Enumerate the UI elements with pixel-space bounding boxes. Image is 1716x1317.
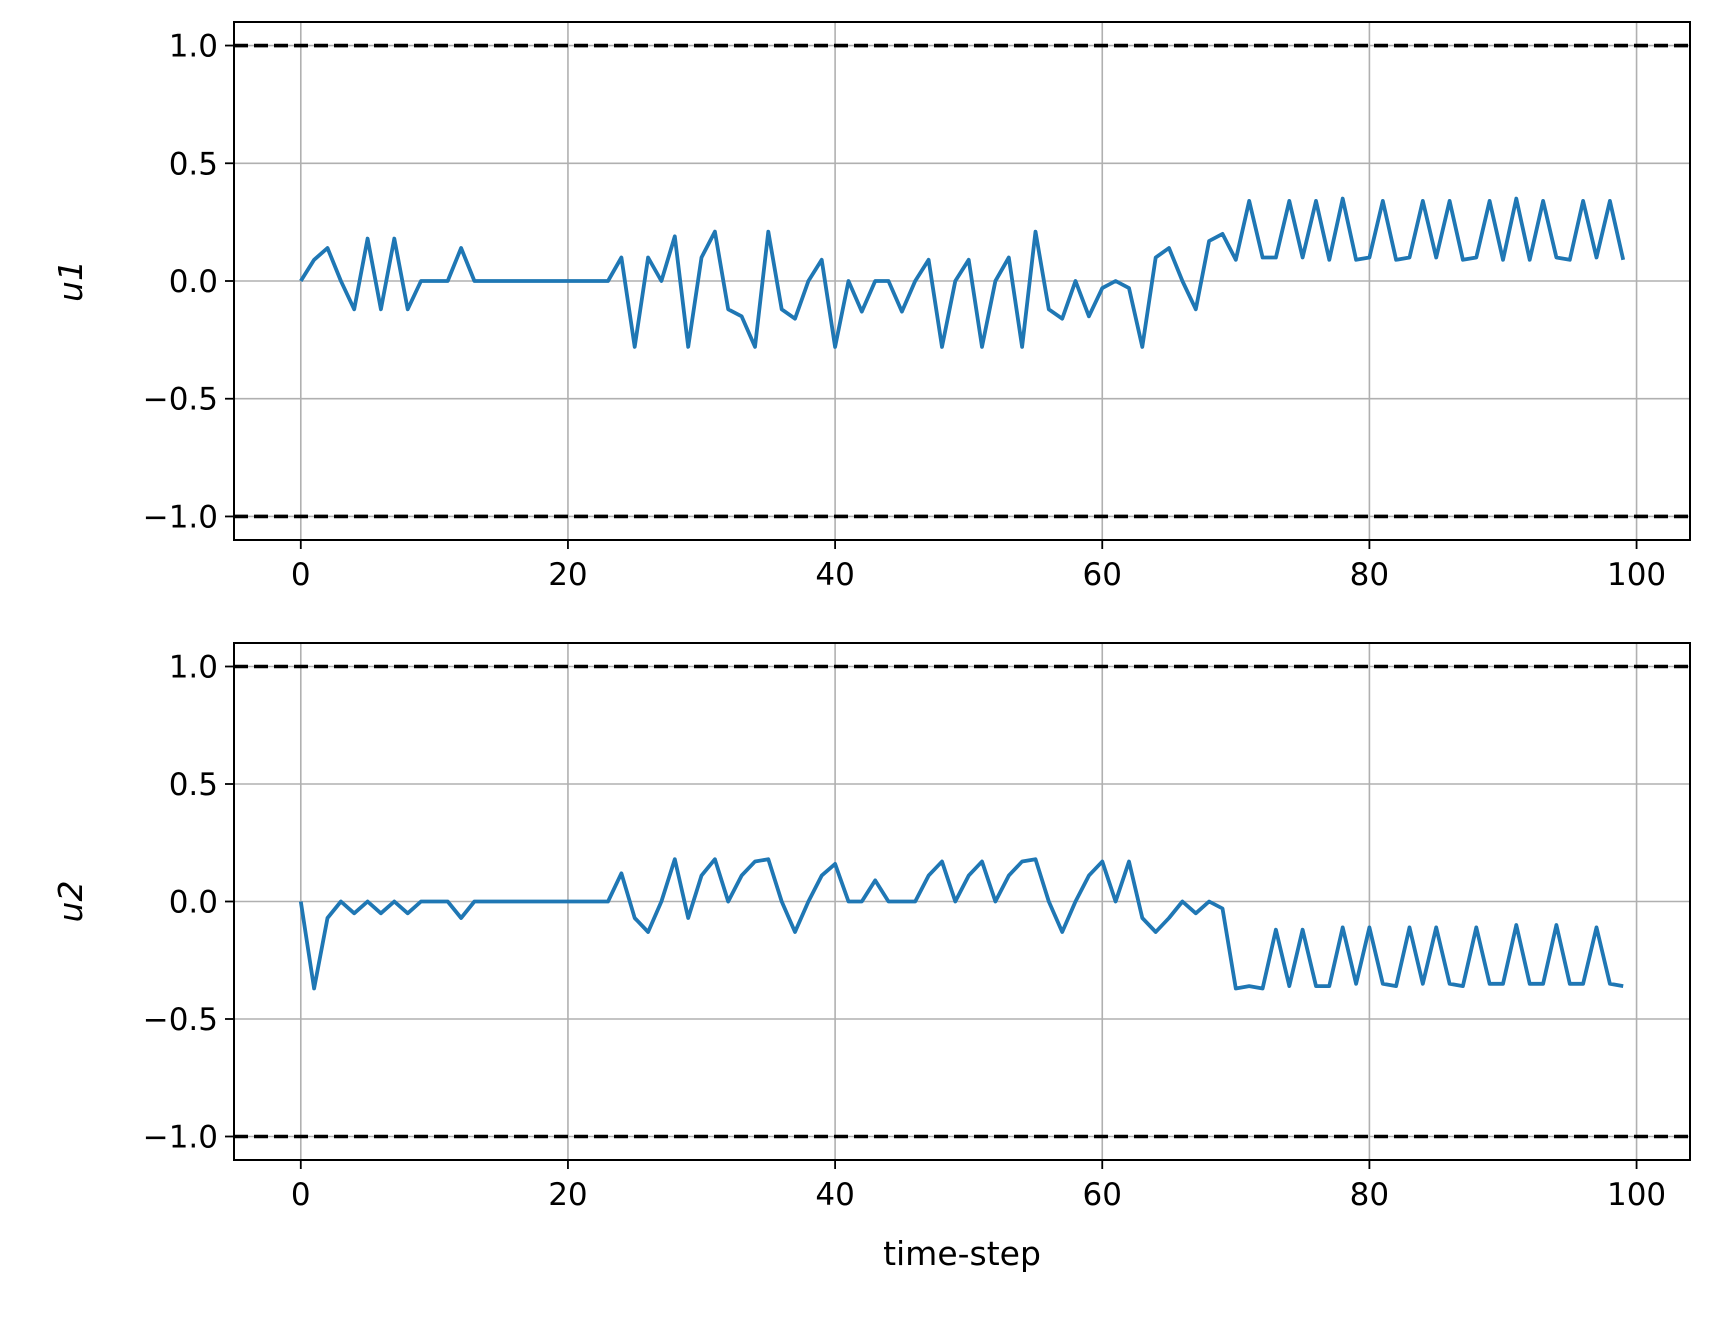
- x-tick-label: 20: [548, 557, 587, 593]
- y-tick-label: 0.0: [169, 885, 218, 921]
- x-tick-label: 100: [1607, 557, 1666, 593]
- panel-u2: 0 20 40 60 80 100 1.0 0.5 0.0 −0.5 −1.0 u2 time-step: [51, 642, 1691, 1273]
- x-tick-label: 80: [1350, 1177, 1389, 1213]
- x-axis-label: time-step: [883, 1234, 1041, 1273]
- y-tick-label: 0.0: [169, 264, 218, 300]
- x-tick-label: 100: [1607, 1177, 1666, 1213]
- x-tick-label: 60: [1083, 557, 1122, 593]
- x-tick-label: 40: [815, 557, 854, 593]
- y-tick-label: −1.0: [143, 499, 218, 535]
- y-tick-label: 1.0: [169, 29, 218, 65]
- x-tick-label: 20: [548, 1177, 587, 1213]
- y-tick-label: −1.0: [143, 1120, 218, 1156]
- x-tick-label: 0: [291, 557, 311, 593]
- x-tick-label: 60: [1083, 1177, 1122, 1213]
- panel-u1: 0 20 40 60 80 100 1.0 0.5 0.0 −0.5 −1.0 u1: [51, 21, 1691, 593]
- x-tick-label: 80: [1350, 557, 1389, 593]
- y-tick-label: −0.5: [143, 1002, 218, 1038]
- y-tick-label: 0.5: [169, 146, 218, 182]
- y-axis-label: u1: [51, 260, 90, 302]
- y-tick-label: −0.5: [143, 382, 218, 418]
- series-line-u2: [298, 857, 1624, 991]
- y-tick-label: 1.0: [169, 650, 218, 686]
- x-tick-label: 0: [291, 1177, 311, 1213]
- y-axis-label: u2: [51, 881, 90, 923]
- x-tick-label: 40: [815, 1177, 854, 1213]
- series-line-u1: [299, 196, 1626, 349]
- y-tick-label: 0.5: [169, 767, 218, 803]
